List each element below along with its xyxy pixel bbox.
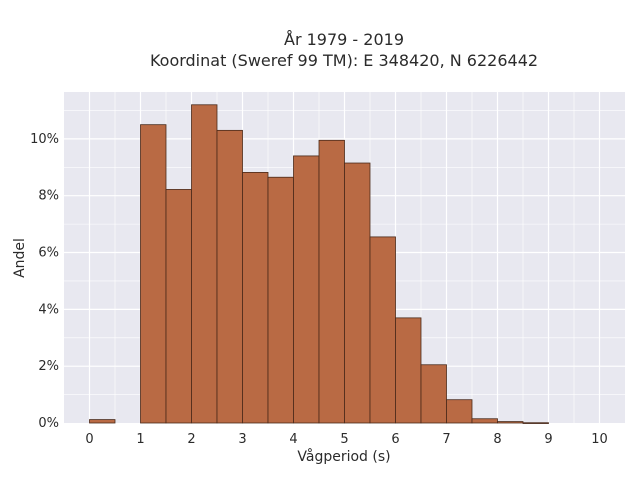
histogram-bar [318, 139, 345, 424]
y-tick-label: 10% [30, 132, 59, 147]
x-tick-label: 0 [85, 432, 93, 447]
y-axis-ticks: 0% 2% 4% 6% 8% 10% [30, 132, 59, 431]
histogram-bar [369, 236, 396, 424]
histogram-bar [191, 104, 218, 424]
x-tick-label: 3 [238, 432, 246, 447]
x-axis-label: Vågperiod (s) [297, 448, 390, 465]
y-tick-label: 2% [38, 359, 59, 374]
histogram-bar [471, 418, 498, 424]
y-tick-label: 6% [38, 246, 59, 261]
x-tick-label: 9 [544, 432, 552, 447]
histogram-bar [293, 155, 320, 424]
y-tick-label: 0% [38, 416, 59, 431]
histogram-bar [242, 172, 269, 424]
x-tick-label: 5 [340, 432, 348, 447]
histogram-bar [344, 162, 371, 424]
x-tick-label: 10 [591, 432, 608, 447]
bars [89, 104, 549, 424]
histogram-bar [165, 189, 192, 424]
histogram-bar [395, 317, 422, 424]
histogram-bar [420, 364, 447, 424]
x-tick-label: 8 [493, 432, 501, 447]
chart-title-line2: Koordinat (Sweref 99 TM): E 348420, N 62… [150, 51, 538, 70]
x-tick-label: 4 [289, 432, 297, 447]
x-tick-label: 1 [136, 432, 144, 447]
histogram-bar [89, 419, 116, 424]
chart-title-line1: År 1979 - 2019 [284, 30, 404, 49]
x-tick-label: 7 [442, 432, 450, 447]
y-tick-label: 8% [38, 189, 59, 204]
histogram-bar [446, 399, 473, 424]
y-axis-label: Andel [12, 238, 28, 278]
x-tick-label: 2 [187, 432, 195, 447]
y-tick-label: 4% [38, 302, 59, 317]
x-tick-label: 6 [391, 432, 399, 447]
histogram-bar [497, 421, 524, 424]
histogram-bar [216, 129, 243, 424]
histogram-bar [140, 124, 167, 424]
histogram-bar [522, 422, 549, 424]
x-axis-ticks: 0 1 2 3 4 5 6 7 8 9 10 [85, 432, 607, 447]
histogram-bar [267, 176, 294, 424]
